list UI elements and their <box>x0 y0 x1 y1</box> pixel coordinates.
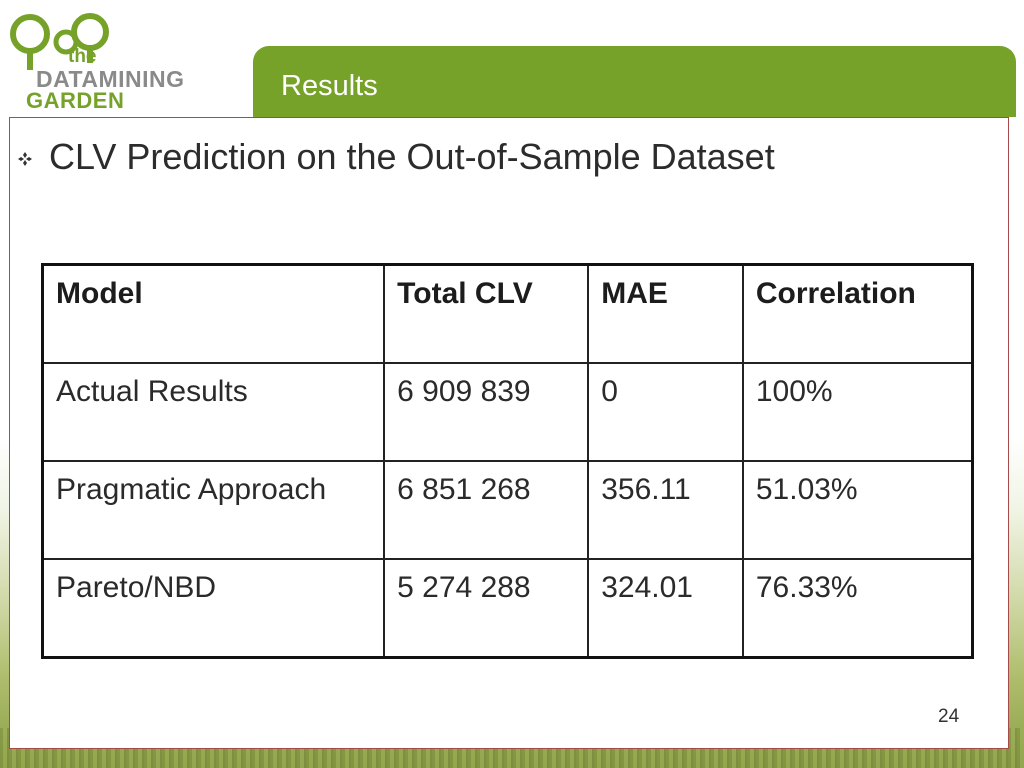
table-cell: 76.33% <box>741 558 974 659</box>
bullet-text: CLV Prediction on the Out-of-Sample Data… <box>49 136 775 177</box>
table-header-row: Model Total CLV MAE Correlation <box>41 263 974 364</box>
table-row: Pareto/NBD 5 274 288 324.01 76.33% <box>41 558 974 659</box>
datamining-garden-logo: the DATAMINING GARDEN <box>8 8 208 113</box>
logo-garden-text: GARDEN <box>26 88 125 113</box>
table-cell: Pareto/NBD <box>41 558 386 659</box>
logo-the-text: the <box>68 46 97 67</box>
results-table: Model Total CLV MAE Correlation Actual R… <box>41 263 974 659</box>
table-cell: 5 274 288 <box>383 558 590 659</box>
table-cell: Actual Results <box>41 362 386 462</box>
tree-logo-icon <box>10 13 109 70</box>
table-cell: 100% <box>741 362 974 462</box>
slide-title: Results <box>281 70 378 102</box>
table-cell: 6 851 268 <box>383 460 590 560</box>
header-cell-correlation: Correlation <box>741 263 974 364</box>
table-cell: 356.11 <box>587 460 744 560</box>
table-row: Pragmatic Approach 6 851 268 356.11 51.0… <box>41 460 974 560</box>
page-number: 24 <box>938 706 960 727</box>
table-row: Actual Results 6 909 839 0 100% <box>41 362 974 462</box>
table-cell: Pragmatic Approach <box>41 460 386 560</box>
table-cell: 324.01 <box>587 558 744 659</box>
slide-title-bar: Results <box>253 46 1016 117</box>
header-cell-mae: MAE <box>587 263 744 364</box>
bullet-point: CLV Prediction on the Out-of-Sample Data… <box>18 136 775 178</box>
logo-datamining-text: DATAMINING <box>36 66 185 92</box>
table-cell: 51.03% <box>741 460 974 560</box>
header-cell-model: Model <box>41 263 386 364</box>
header-cell-total-clv: Total CLV <box>383 263 590 364</box>
table-cell: 6 909 839 <box>383 362 590 462</box>
diamond-bullet-icon <box>18 152 32 166</box>
table-cell: 0 <box>587 362 744 462</box>
